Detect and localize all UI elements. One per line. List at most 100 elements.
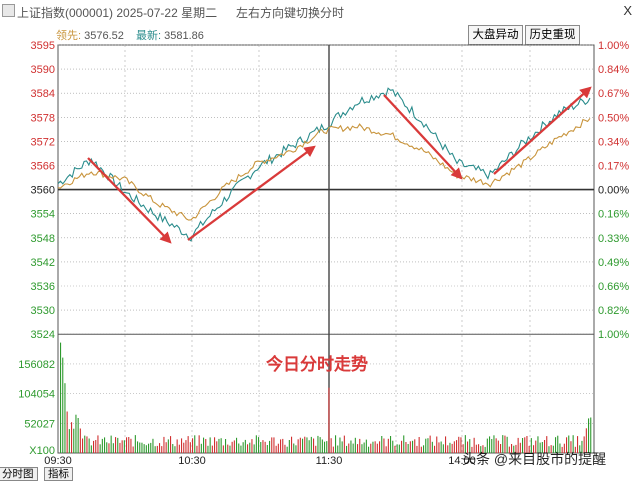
volume-bar [339,437,341,453]
volume-bar [416,445,418,453]
volume-bar [522,438,524,453]
volume-bar [460,437,462,453]
window-hint: 左右方向键切换分时 [236,6,345,20]
pct-tick-label: 1.00% [598,329,629,341]
volume-bar [489,436,491,453]
volume-bar [192,438,194,453]
volume-bar [431,441,433,453]
latest-label: 最新: [136,30,162,42]
volume-bar [537,436,539,453]
volume-bar [211,445,213,453]
volume-bar [368,446,370,453]
time-tick-label: 10:30 [178,455,206,467]
volume-bar [403,435,405,453]
volume-bar [207,445,209,453]
volume-bar [104,437,106,453]
volume-bar [436,436,438,453]
volume-bar [579,445,581,453]
volume-bar [341,441,343,453]
volume-bar [253,444,255,453]
volume-bar [152,438,154,453]
latest-value: 3581.86 [164,30,204,42]
volume-bar [156,445,158,453]
volume-bar [275,445,277,453]
volume-bar [308,440,310,453]
volume-bar [504,435,506,453]
volume-bar [258,437,260,453]
volume-tick-label: 52027 [24,418,55,430]
volume-bar [445,436,447,453]
volume-bar [390,436,392,453]
volume-bar [97,435,99,453]
volume-bar [145,445,147,453]
volume-bars [60,342,592,454]
volume-bar [363,442,365,453]
volume-bar [214,437,216,453]
volume-bar [478,444,480,453]
volume-bar [350,440,352,453]
volume-bar [407,444,409,453]
volume-bar [480,446,482,453]
volume-bar [95,440,97,453]
axis-ticks: 3595 3590 3584 3578 3572 3566 3560 3554 3548 3542… [18,40,629,467]
window-titlebar: 上证指数(000001) 2025-07-22 星期二 左右方向键切换分时 X [0,0,640,22]
volume-bar [423,445,425,453]
volume-bar [572,435,574,453]
volume-bar [438,442,440,453]
volume-bar [194,435,196,453]
volume-bar [284,444,286,453]
pct-tick-label: 0.66% [598,281,629,293]
volume-bar [238,443,240,453]
volume-bar [132,446,134,453]
volume-bar [178,444,180,453]
volume-bar [161,446,163,453]
volume-bar [528,445,530,453]
volume-bar [535,440,537,453]
volume-bar [79,428,81,453]
volume-bar [62,357,64,453]
history-replay-button[interactable]: 历史重现 [525,25,580,45]
pct-tick-label: 0.34% [598,136,629,148]
volume-bar [511,444,513,453]
volume-bar [585,428,587,453]
volume-bar [295,445,297,453]
pct-tick-label: 0.50% [598,112,629,124]
volume-bar [484,446,486,453]
volume-bar [306,437,308,453]
volume-bar [163,436,165,453]
volume-tick-label: 104054 [18,389,55,401]
volume-bar [541,442,543,453]
pct-tick-label: 0.33% [598,233,629,245]
volume-bar [170,436,172,453]
price-tick-label: 3595 [31,40,55,52]
volume-bar [398,444,400,453]
volume-bar [203,437,205,453]
price-tick-label: 3584 [31,88,55,100]
volume-bar [379,441,381,453]
volume-bar [271,437,273,453]
volume-bar [218,438,220,453]
volume-bar [546,436,548,453]
volume-bar [229,445,231,453]
volume-bar [412,440,414,453]
volume-bar [319,437,321,453]
lead-label: 领先: [56,30,82,42]
volume-bar [264,441,266,453]
volume-bar [159,443,161,453]
volume-bar [84,435,86,453]
volume-bar [434,445,436,453]
volume-bar [552,445,554,453]
volume-bar [427,438,429,453]
volume-bar [491,439,493,453]
trend-arrow [187,145,316,241]
close-icon[interactable]: X [623,3,632,18]
volume-bar [88,438,90,453]
price-tick-label: 3578 [31,112,55,124]
volume-bar [570,441,572,453]
volume-bar [326,441,328,453]
volume-bar [167,439,169,453]
volume-bar [409,441,411,453]
volume-bar [335,435,337,453]
volume-bar [255,435,257,453]
volume-bar [209,437,211,453]
